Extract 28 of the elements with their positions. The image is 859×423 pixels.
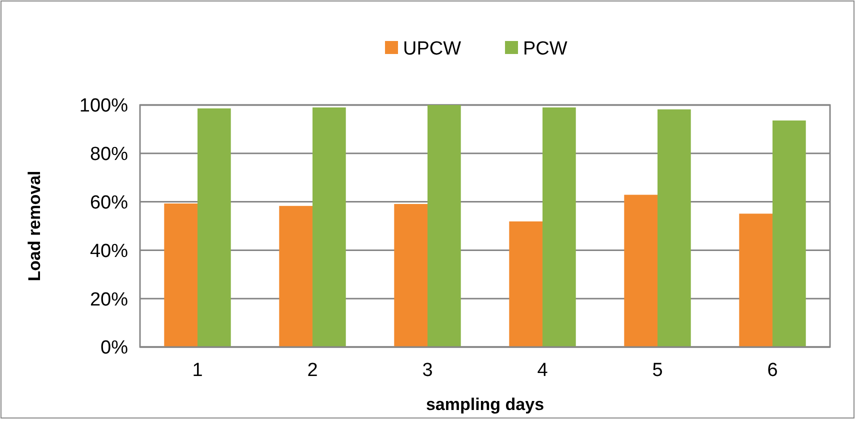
bar <box>624 194 658 347</box>
bar <box>542 107 576 347</box>
x-tick-label: 4 <box>537 360 548 381</box>
bar <box>198 108 231 347</box>
bar <box>279 206 312 347</box>
bar <box>164 203 198 347</box>
y-tick-label: 0% <box>100 338 128 359</box>
x-tick-label: 6 <box>767 360 778 381</box>
x-tick-label: 3 <box>422 360 433 381</box>
y-tick-label: 20% <box>90 289 128 310</box>
y-tick-label: 60% <box>90 192 128 214</box>
y-axis-title: Load removal <box>25 170 44 282</box>
y-tick-label: 80% <box>90 144 128 166</box>
bar <box>772 120 806 347</box>
bar <box>658 109 691 347</box>
bar <box>509 221 542 347</box>
x-tick-label: 5 <box>652 360 663 381</box>
y-tick-label: 100% <box>79 96 128 117</box>
bar <box>394 204 428 347</box>
x-tick-label: 2 <box>307 360 318 381</box>
bar <box>312 107 346 347</box>
legend-label: PCW <box>523 38 568 60</box>
bar <box>428 105 461 347</box>
bar <box>739 214 772 347</box>
x-tick-label: 1 <box>192 360 203 381</box>
x-axis-title: sampling days <box>426 395 544 414</box>
legend-label: UPCW <box>403 38 462 60</box>
y-tick-label: 40% <box>90 240 128 262</box>
